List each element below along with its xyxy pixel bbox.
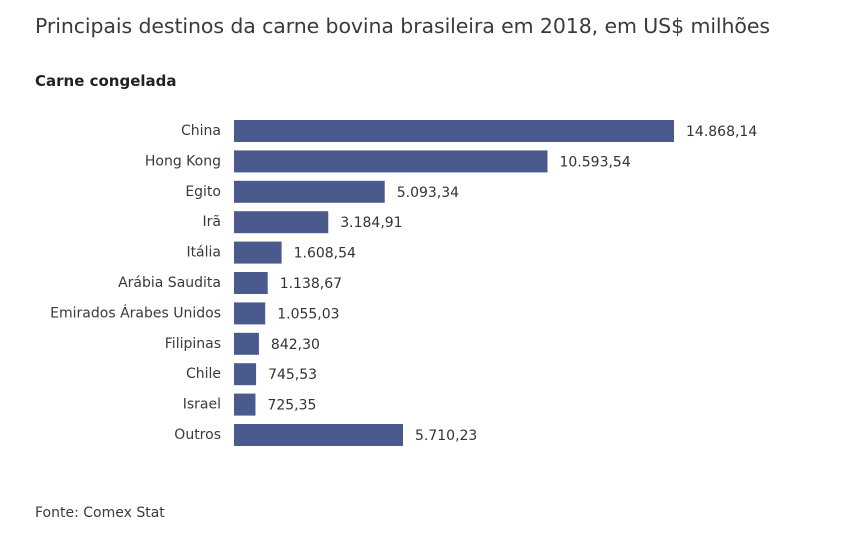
bar — [234, 180, 385, 203]
category-label: Egito — [185, 184, 221, 200]
value-label: 5.710,23 — [415, 428, 477, 444]
value-label: 842,30 — [271, 337, 320, 353]
category-label: Hong Kong — [145, 153, 221, 169]
value-label: 1.608,54 — [294, 246, 356, 262]
bars-group: China 14.868,14 Hong Kong 10.593,54 Egito 5.0… — [50, 120, 757, 446]
source-note: Fonte: Comex Stat — [35, 505, 165, 521]
category-label: China — [181, 123, 221, 139]
chart-title: Principais destinos da carne bovina bras… — [35, 14, 770, 38]
category-label: Outros — [174, 427, 221, 443]
category-label: Filipinas — [165, 336, 221, 352]
category-label: Chile — [186, 366, 221, 382]
chart-subtitle: Carne congelada — [35, 72, 177, 90]
category-label: Irã — [203, 214, 221, 230]
value-label: 725,35 — [267, 398, 316, 414]
bar-chart: China 14.868,14 Hong Kong 10.593,54 Egito 5.0… — [50, 120, 757, 446]
value-label: 3.184,91 — [340, 215, 402, 231]
bar — [234, 150, 548, 173]
value-label: 14.868,14 — [686, 124, 757, 140]
category-label: Arábia Saudita — [118, 275, 221, 291]
bar — [234, 332, 259, 355]
bar — [234, 393, 256, 416]
bar — [234, 424, 403, 446]
value-label: 1.055,03 — [277, 306, 339, 322]
category-label: Itália — [186, 245, 221, 261]
value-label: 1.138,67 — [280, 276, 342, 292]
value-label: 5.093,34 — [397, 185, 459, 201]
category-label: Israel — [183, 397, 221, 413]
bar — [234, 272, 268, 294]
bar — [234, 363, 257, 386]
value-label: 10.593,54 — [559, 154, 630, 170]
bar — [234, 241, 282, 264]
bar — [234, 211, 329, 234]
bar — [234, 302, 266, 325]
value-label: 745,53 — [268, 367, 317, 383]
bar — [234, 120, 674, 142]
category-label: Emirados Árabes Unidos — [50, 304, 221, 321]
